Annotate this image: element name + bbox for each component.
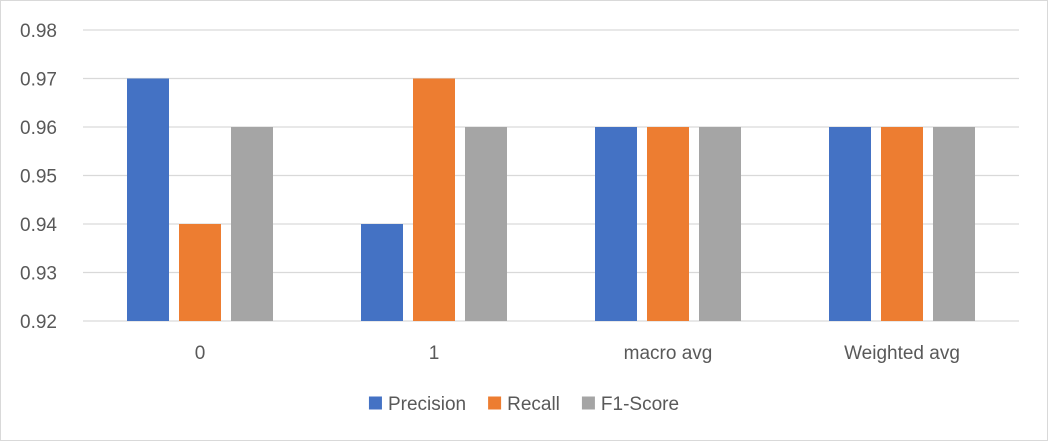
legend-item-f1-score: F1-Score bbox=[581, 394, 679, 415]
bar-recall-0 bbox=[179, 224, 221, 321]
y-tick-label: 0.93 bbox=[20, 264, 57, 285]
bar-precision-0 bbox=[127, 78, 169, 321]
bar-recall-1 bbox=[413, 78, 455, 321]
legend-swatch bbox=[488, 396, 502, 410]
legend-item-recall: Recall bbox=[488, 394, 560, 415]
y-tick-label: 0.96 bbox=[20, 118, 57, 139]
bars bbox=[127, 78, 975, 321]
legend-swatch bbox=[581, 396, 595, 410]
y-tick-label: 0.95 bbox=[20, 167, 57, 188]
bar-f1-score-3 bbox=[933, 127, 975, 321]
gridlines bbox=[83, 29, 1019, 322]
legend-label: F1-Score bbox=[601, 394, 679, 415]
x-axis-category-labels: 0 1 macro avg Weighted avg bbox=[195, 343, 960, 364]
y-axis-tick-labels: 0.92 0.93 0.94 0.95 0.96 0.97 0.98 bbox=[20, 21, 57, 333]
legend-swatch bbox=[368, 396, 382, 410]
bar-f1-score-1 bbox=[465, 127, 507, 321]
bar-recall-2 bbox=[647, 127, 689, 321]
y-tick-label: 0.92 bbox=[20, 312, 57, 333]
legend-label: Precision bbox=[388, 394, 466, 415]
bar-recall-3 bbox=[881, 127, 923, 321]
bar-precision-2 bbox=[595, 127, 637, 321]
y-tick-label: 0.98 bbox=[20, 21, 57, 42]
y-tick-label: 0.94 bbox=[20, 215, 57, 236]
bar-f1-score-0 bbox=[231, 127, 273, 321]
bar-f1-score-2 bbox=[699, 127, 741, 321]
y-tick-label: 0.97 bbox=[20, 70, 57, 91]
x-category-label: Weighted avg bbox=[844, 343, 960, 364]
legend-label: Recall bbox=[507, 394, 560, 415]
bar-precision-1 bbox=[361, 224, 403, 321]
x-category-label: 0 bbox=[195, 343, 206, 364]
x-category-label: 1 bbox=[429, 343, 440, 364]
bar-precision-3 bbox=[829, 127, 871, 321]
x-category-label: macro avg bbox=[624, 343, 713, 364]
legend-item-precision: Precision bbox=[368, 394, 466, 415]
legend: Precision Recall F1-Score bbox=[368, 394, 679, 415]
